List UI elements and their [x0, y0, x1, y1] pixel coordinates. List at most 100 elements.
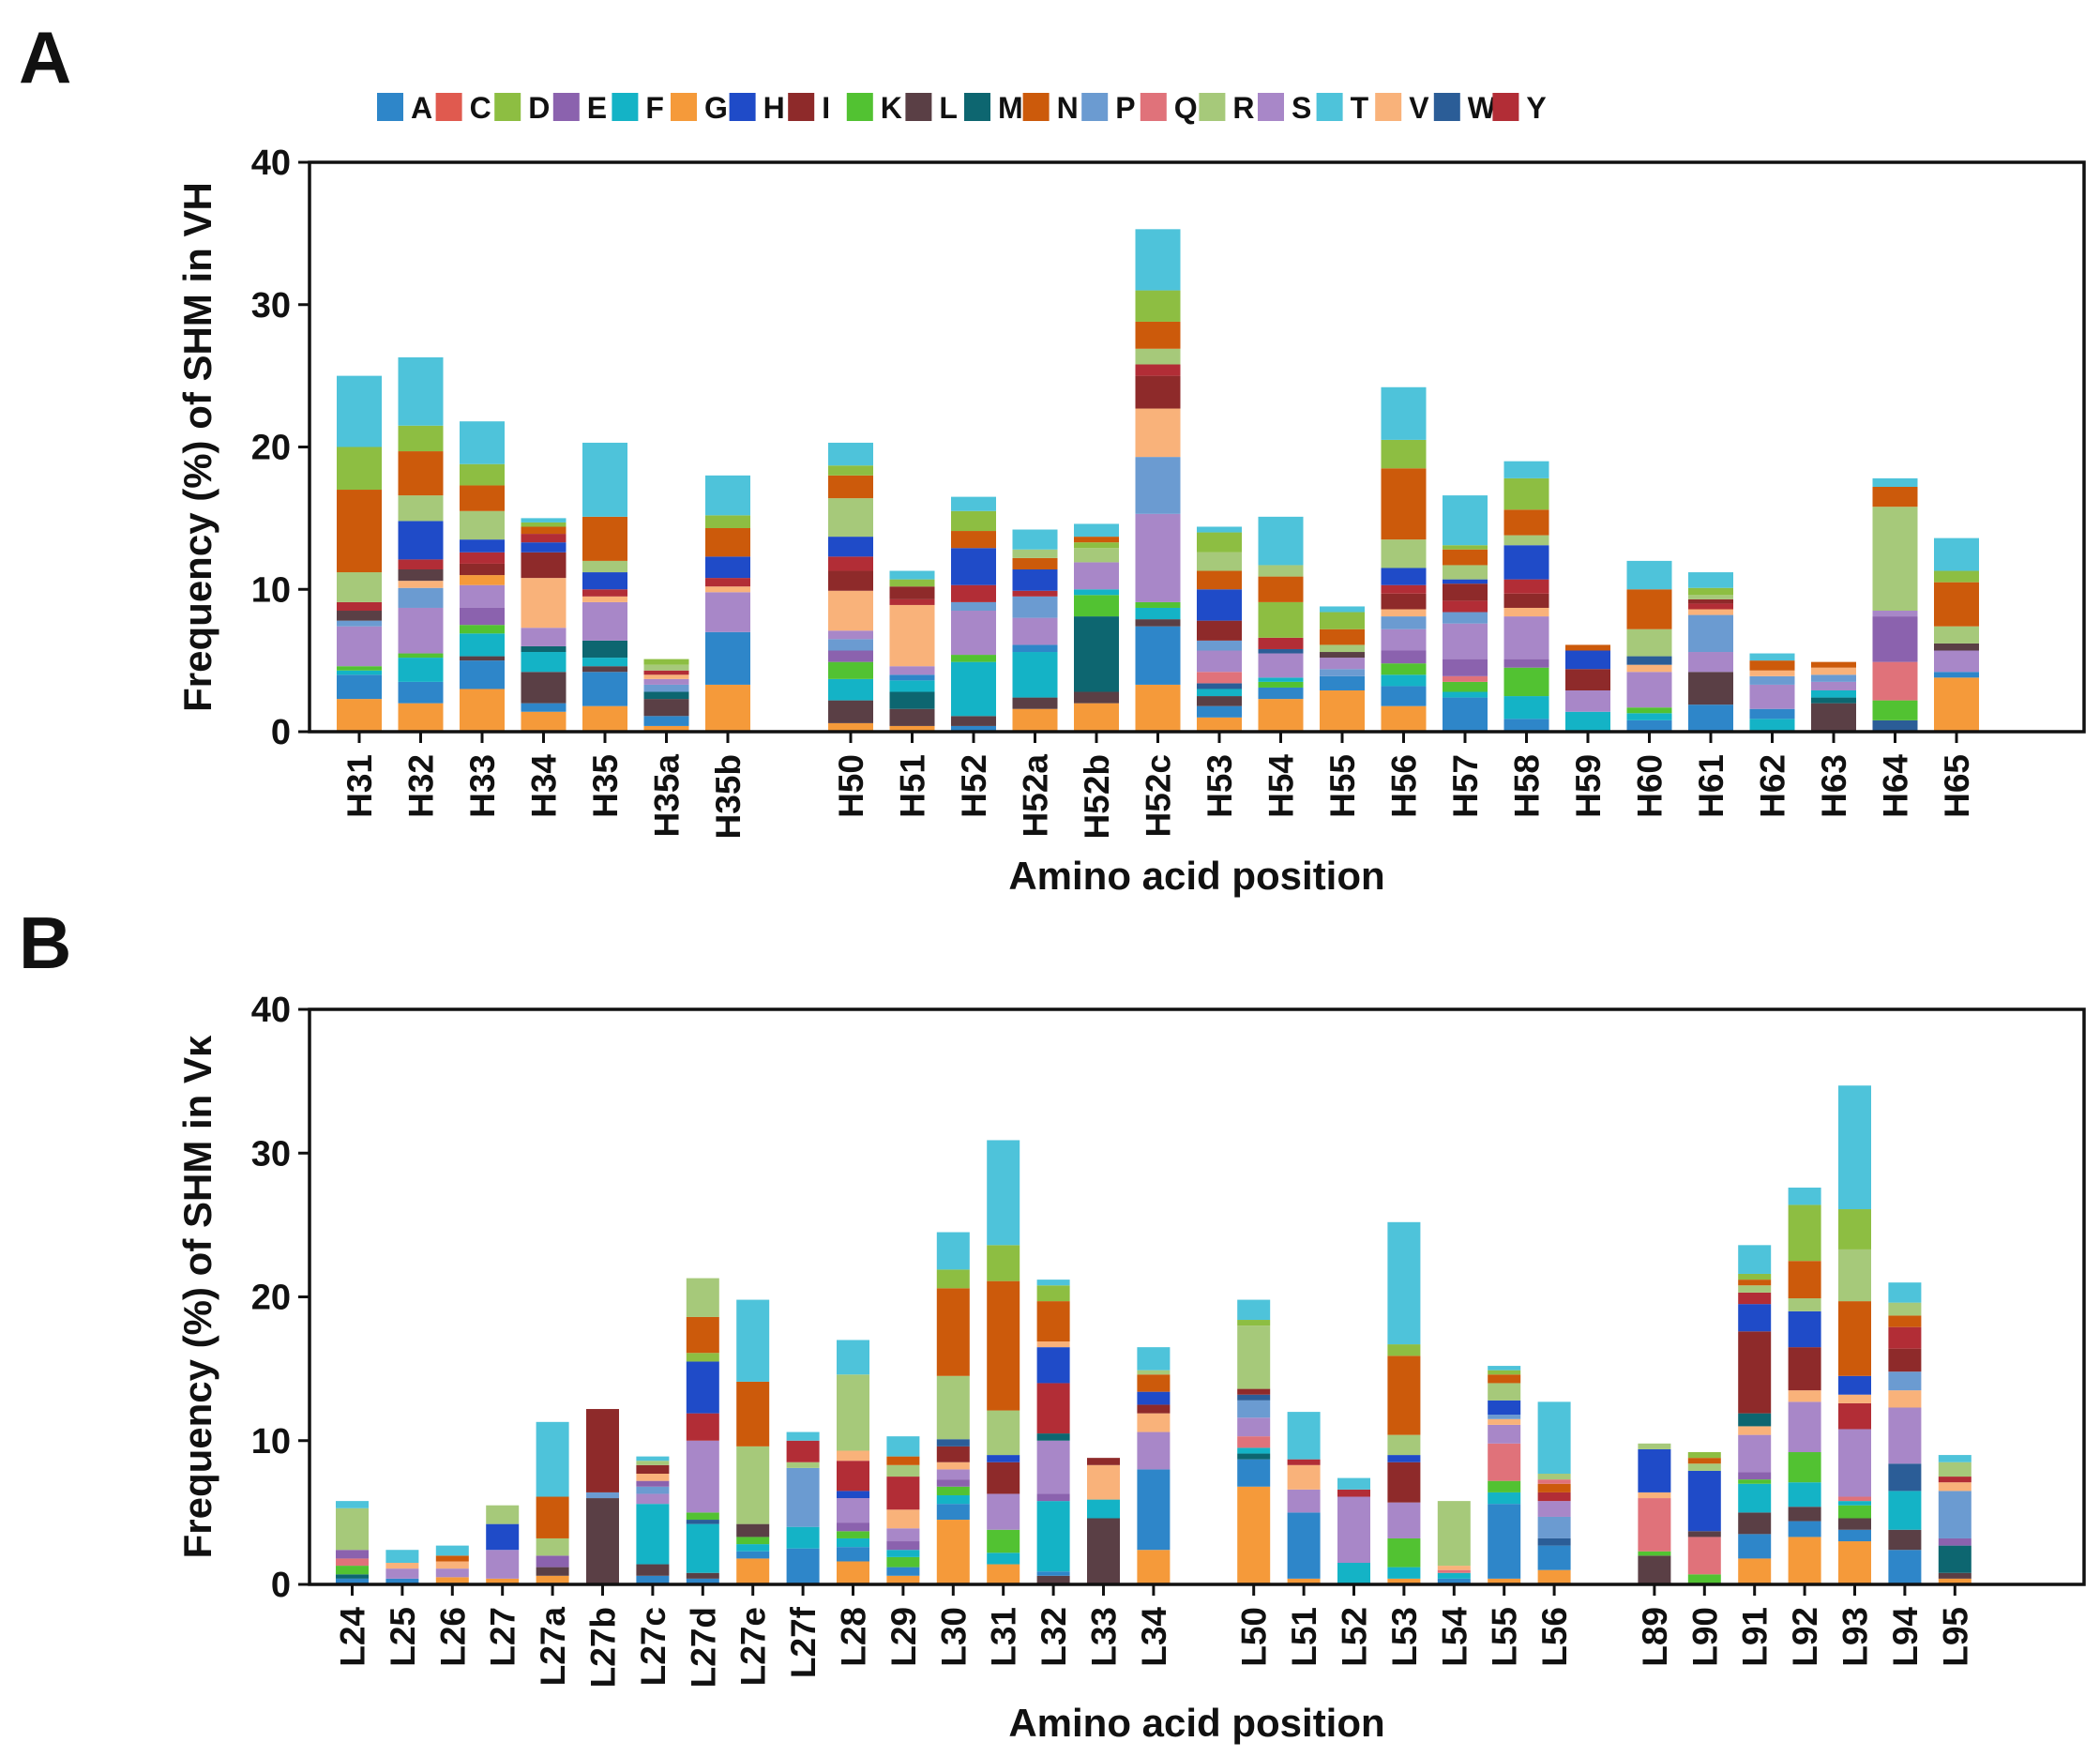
bar-a-h51-t-10	[889, 570, 935, 580]
bar-b-l94-n-9	[1888, 1315, 1922, 1327]
bar-a-h33-k-4	[460, 625, 505, 634]
bar-a-h65-s-2	[1934, 650, 1979, 673]
bar-b-l30-n-10	[936, 1288, 970, 1376]
bar-a-h63-p-4	[1811, 674, 1856, 682]
bar-a-h59-i-2	[1565, 669, 1610, 690]
bar-a-h52a-y-6	[1012, 590, 1058, 597]
bar-b-l31-d-8	[987, 1245, 1020, 1281]
bar-b-l51-v-3	[1287, 1464, 1321, 1490]
bar-b-l26-n-3	[435, 1555, 469, 1562]
bar-b-l33-i-3	[1087, 1458, 1120, 1465]
bar-b-l27e-a-1	[736, 1551, 770, 1559]
bar-b-l91-y-11	[1738, 1292, 1772, 1305]
bar-a-h35a-s-5	[643, 678, 689, 685]
x-label-b-l27a: L27a	[534, 1607, 572, 1687]
bar-a-h56-v-7	[1381, 609, 1427, 617]
bar-b-l91-i-9	[1738, 1331, 1772, 1414]
bar-a-h35-f-3	[582, 658, 627, 667]
bar-b-l91-f-3	[1738, 1483, 1772, 1513]
bar-b-l50-m-2	[1237, 1453, 1271, 1460]
chart-panel-a: H31 H32 H33 H34 H35 H35a H35b H50 H51 H52 H52a H52b…	[175, 144, 2086, 898]
bar-b-l50-w-7	[1237, 1394, 1271, 1401]
bar-b-l27c-t-9	[636, 1456, 670, 1462]
bar-a-h50-i-8	[828, 570, 873, 591]
legend-label-g: G	[704, 91, 728, 125]
x-label-b-l27b: L27b	[584, 1607, 623, 1688]
bar-a-h59-f-0	[1565, 711, 1610, 732]
bar-a-h31-f-2	[337, 670, 382, 675]
bar-a-h57-r-10	[1443, 565, 1488, 580]
bar-b-l29-y-7	[886, 1477, 920, 1510]
legend-swatch-v	[1375, 93, 1402, 121]
bar-b-l95-r-7	[1938, 1462, 1972, 1477]
bar-a-h58-i-6	[1503, 593, 1549, 608]
bar-b-l93-l-2	[1838, 1518, 1871, 1530]
bar-a-h57-d-12	[1443, 545, 1488, 550]
bar-b-l50-d-10	[1237, 1320, 1271, 1326]
bar-b-l28-y-7	[837, 1461, 869, 1492]
bar-b-l27-r-3	[486, 1505, 520, 1524]
bar-a-h35-r-9	[582, 560, 627, 573]
bar-a-h50-v-7	[828, 590, 873, 631]
bar-a-h35a-m-3	[643, 691, 689, 700]
bar-a-h35b-v-3	[705, 586, 750, 593]
x-label-a-h62: H62	[1754, 754, 1792, 818]
bar-a-h55-t-8	[1320, 606, 1365, 613]
legend-swatch-e	[552, 93, 580, 121]
bar-b-l56-a-1	[1537, 1545, 1571, 1570]
bar-b-l55-q-4	[1488, 1443, 1521, 1481]
bar-a-h52b-f-4	[1074, 589, 1119, 596]
bar-a-h62-a-1	[1749, 708, 1795, 719]
bar-b-l94-p-6	[1888, 1371, 1922, 1391]
bar-b-l26-t-4	[435, 1545, 469, 1556]
bar-b-l33-v-2	[1087, 1464, 1120, 1500]
bar-b-l27e-t-7	[736, 1299, 770, 1382]
bar-b-l27e-n-6	[736, 1381, 770, 1446]
bar-b-l50-f-3	[1237, 1447, 1271, 1454]
bar-b-l53-s-3	[1387, 1502, 1421, 1538]
bar-a-h59-h-3	[1565, 650, 1610, 670]
bar-b-l30-k-3	[936, 1486, 970, 1495]
bar-a-h50-g-0	[828, 722, 873, 732]
bar-b-l27d-h-7	[686, 1361, 719, 1414]
x-label-a-h56: H56	[1385, 754, 1424, 818]
bar-a-h65-n-5	[1934, 582, 1979, 627]
bar-a-h63-f-2	[1811, 689, 1856, 698]
bar-b-l24-a-0	[336, 1578, 369, 1584]
bar-b-l27e-f-2	[736, 1544, 770, 1552]
legend-swatch-y	[1492, 93, 1519, 121]
bar-a-h34-s-5	[521, 628, 567, 646]
bar-a-h33-e-5	[460, 607, 505, 626]
x-label-b-l53: L53	[1385, 1607, 1424, 1667]
x-label-a-h33: H33	[463, 754, 502, 818]
bar-b-l56-w-2	[1537, 1537, 1571, 1546]
bar-b-l92-v-6	[1788, 1390, 1821, 1402]
bar-a-h55-l-4	[1320, 652, 1365, 659]
bar-b-l50-g-0	[1237, 1486, 1271, 1584]
legend-label-m: M	[998, 91, 1023, 125]
bar-b-l27d-a-0	[686, 1578, 719, 1584]
bar-a-h35-n-10	[582, 516, 627, 561]
bar-a-h58-f-1	[1503, 696, 1549, 719]
bar-b-l34-s-2	[1137, 1431, 1171, 1470]
legend-label-p: P	[1115, 91, 1135, 125]
bar-a-h35b-s-2	[705, 592, 750, 632]
bar-b-l27a-l-1	[536, 1567, 569, 1576]
bar-a-h60-w-5	[1626, 656, 1672, 665]
y-tick-label-b-10: 10	[251, 1422, 291, 1462]
bar-a-h52c-y-9	[1135, 364, 1181, 376]
bar-a-h31-n-9	[337, 490, 382, 573]
bar-a-h35b-y-4	[705, 578, 750, 587]
x-label-b-l55: L55	[1486, 1607, 1524, 1667]
bar-b-l27c-f-2	[636, 1504, 670, 1565]
bar-a-h61-v-4	[1688, 609, 1733, 615]
bar-a-h54-r-9	[1258, 565, 1304, 577]
x-label-a-h53: H53	[1201, 754, 1239, 818]
bar-b-l52-f-0	[1337, 1563, 1370, 1584]
bar-a-h57-i-8	[1443, 583, 1488, 601]
bar-a-h32-k-3	[398, 653, 444, 659]
bar-b-l34-v-3	[1137, 1413, 1171, 1432]
bar-a-h33-g-0	[460, 689, 505, 732]
bar-b-l91-m-8	[1738, 1413, 1772, 1427]
bar-a-h60-f-1	[1626, 713, 1672, 720]
